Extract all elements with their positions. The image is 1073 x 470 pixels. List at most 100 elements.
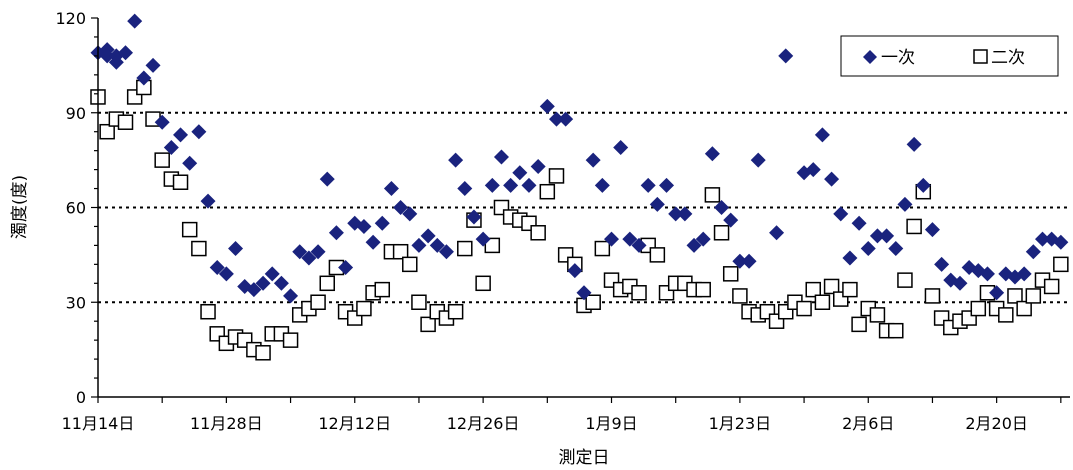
primary-point [338,260,354,276]
secondary-point [475,275,491,292]
x-tick-label: 11月14日 [62,414,135,433]
x-tick-label: 2月6日 [842,414,894,433]
primary-point [191,124,207,140]
legend-square-marker [973,49,988,64]
primary-point [622,231,638,247]
primary-point [503,177,519,193]
secondary-point [869,307,886,323]
secondary-point [200,303,216,320]
primary-point [668,206,684,222]
x-tick-label: 12月26日 [447,414,520,433]
primary-point [897,196,913,212]
primary-point [989,285,1005,301]
primary-point [539,98,555,114]
primary-point [649,196,665,212]
primary-point [860,241,876,257]
primary-point [393,200,409,215]
secondary-point [897,272,913,288]
y-tick-label: 30 [66,293,86,312]
secondary-point [117,114,134,130]
primary-point [934,256,950,272]
primary-point [741,253,757,269]
x-tick-label: 1月23日 [709,414,772,433]
x-tick-label: 12月12日 [318,414,391,433]
primary-point [833,206,849,222]
secondary-point [823,278,840,295]
primary-point [438,244,454,260]
legend-label-primary: 一次 [881,48,915,68]
secondary-point [998,307,1014,323]
primary-point [805,162,821,178]
primary-point [686,237,702,253]
secondary-point [796,300,812,317]
data-points [90,13,1069,361]
secondary-point [374,281,391,298]
y-tick-labels: 0 30 60 90 120 [55,9,86,407]
secondary-point [420,316,436,333]
primary-point [292,244,308,260]
primary-point [677,206,693,222]
primary-point [365,234,381,250]
primary-point [255,275,271,291]
primary-point [420,228,436,244]
secondary-point [888,322,904,339]
secondary-point [924,288,941,304]
primary-point [145,57,161,73]
primary-point [879,228,895,244]
primary-point [548,111,564,127]
primary-point [915,177,931,193]
primary-point [521,177,537,193]
secondary-point [842,281,858,298]
primary-point [723,212,739,228]
primary-point [246,282,262,298]
primary-point [319,171,335,187]
primary-point [869,228,885,244]
primary-point [475,231,491,247]
y-tick-label: 60 [66,199,86,218]
primary-point [457,181,473,197]
primary-point [383,181,399,197]
primary-point [604,231,620,247]
primary-point [200,193,216,209]
secondary-point [704,187,721,203]
primary-point [1025,244,1041,260]
legend-diamond-marker [863,50,877,64]
primary-point [814,127,830,143]
primary-point [356,218,372,234]
primary-point [512,165,528,181]
primary-point [558,111,574,127]
primary-point [127,13,143,29]
legend: 一次 二次 [840,35,1059,77]
primary-point [228,241,244,257]
secondary-point [722,266,739,282]
secondary-point [402,256,418,273]
primary-point [769,225,785,241]
primary-point [640,177,656,193]
x-tick-label: 2月20日 [965,414,1028,433]
secondary-point [695,281,711,298]
secondary-point [814,294,831,310]
secondary-point [539,183,556,200]
primary-point [173,127,189,143]
primary-point [163,139,179,155]
secondary-point [530,225,546,241]
primary-point [732,253,748,269]
secondary-point [1007,288,1023,304]
primary-point [1053,234,1069,250]
primary-point [714,200,730,215]
primary-point [576,285,592,301]
secondary-point [411,294,427,310]
primary-point [136,70,152,86]
primary-point [778,48,794,64]
secondary-point [191,240,207,257]
y-axis-title: 濁度(度) [10,175,30,239]
primary-point [310,244,326,260]
primary-point [264,266,280,282]
secondary-point [631,285,647,301]
secondary-point [805,281,821,298]
primary-point [209,260,225,276]
secondary-point [356,300,372,317]
x-tick-label: 1月9日 [585,414,637,433]
secondary-point [484,237,501,254]
y-tick-label: 0 [76,388,86,407]
